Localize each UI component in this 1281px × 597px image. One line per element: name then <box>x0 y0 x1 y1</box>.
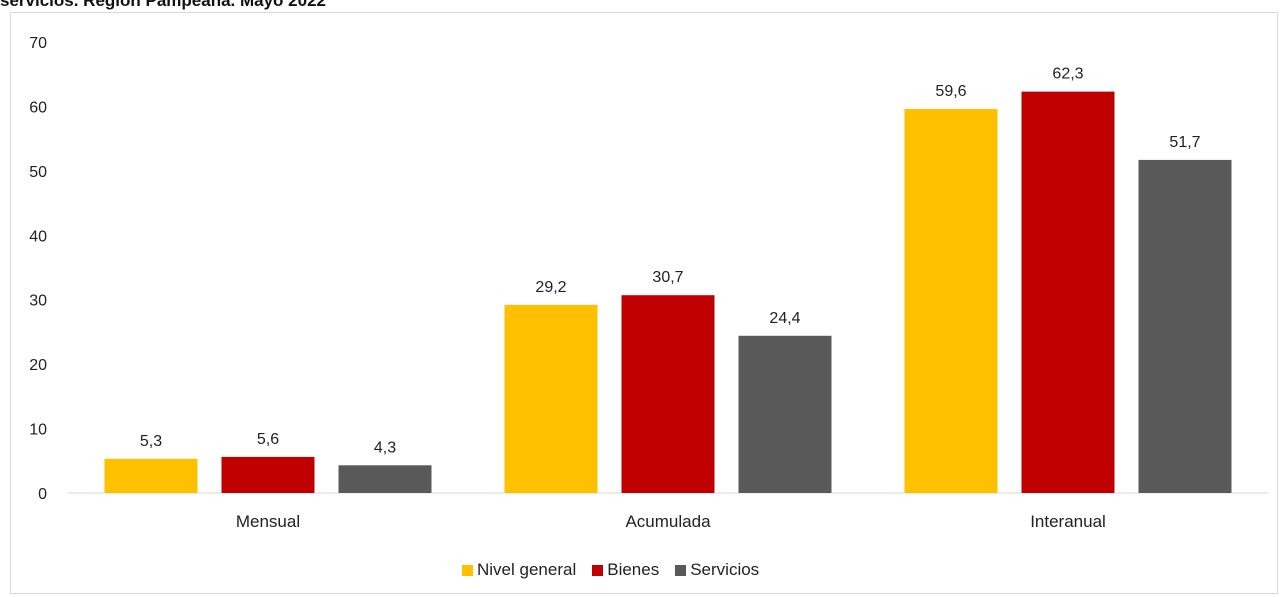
y-tick-label: 50 <box>29 164 47 181</box>
chart-frame <box>10 12 1278 594</box>
legend-item-servicios: Servicios <box>675 560 759 580</box>
y-tick-label: 70 <box>29 35 47 52</box>
y-tick-label: 30 <box>29 293 47 310</box>
bar <box>621 295 715 493</box>
bar-data-label: 59,6 <box>935 83 966 100</box>
legend-label-servicios: Servicios <box>690 560 760 579</box>
bar <box>338 465 432 493</box>
bar <box>104 458 198 493</box>
y-tick-label: 10 <box>29 422 47 439</box>
x-tick-label: Mensual <box>236 512 300 531</box>
bar-data-label: 5,6 <box>257 431 279 448</box>
legend-item-bienes: Bienes <box>592 560 659 580</box>
legend: Nivel general Bienes Servicios <box>462 560 759 580</box>
y-tick-label: 60 <box>29 99 47 116</box>
legend-item-nivel-general: Nivel general <box>462 560 576 580</box>
bar-data-label: 4,3 <box>374 439 396 456</box>
bar <box>1138 159 1232 493</box>
bar <box>504 304 598 493</box>
bar-data-label: 5,3 <box>140 433 162 450</box>
y-tick-label: 40 <box>29 228 47 245</box>
legend-label-nivel-general: Nivel general <box>477 560 577 579</box>
legend-swatch-servicios <box>675 564 687 576</box>
y-tick-label: 20 <box>29 357 47 374</box>
bar-data-label: 62,3 <box>1052 66 1083 83</box>
y-tick-label: 0 <box>38 486 47 503</box>
x-tick-label: Interanual <box>1030 512 1106 531</box>
bar-data-label: 51,7 <box>1169 134 1200 151</box>
chart-title: servicios. Región Pampeana. Mayo 2022 <box>0 0 326 10</box>
bar-data-label: 24,4 <box>769 310 800 327</box>
legend-swatch-bienes <box>592 564 604 576</box>
bar <box>904 109 998 494</box>
legend-label-bienes: Bienes <box>607 560 660 579</box>
bar-data-label: 30,7 <box>652 269 683 286</box>
x-tick-label: Acumulada <box>625 512 711 531</box>
legend-swatch-nivel-general <box>462 564 473 576</box>
bar-data-label: 29,2 <box>535 279 566 296</box>
bar <box>221 456 315 493</box>
bar <box>738 335 832 493</box>
bar <box>1021 91 1115 494</box>
